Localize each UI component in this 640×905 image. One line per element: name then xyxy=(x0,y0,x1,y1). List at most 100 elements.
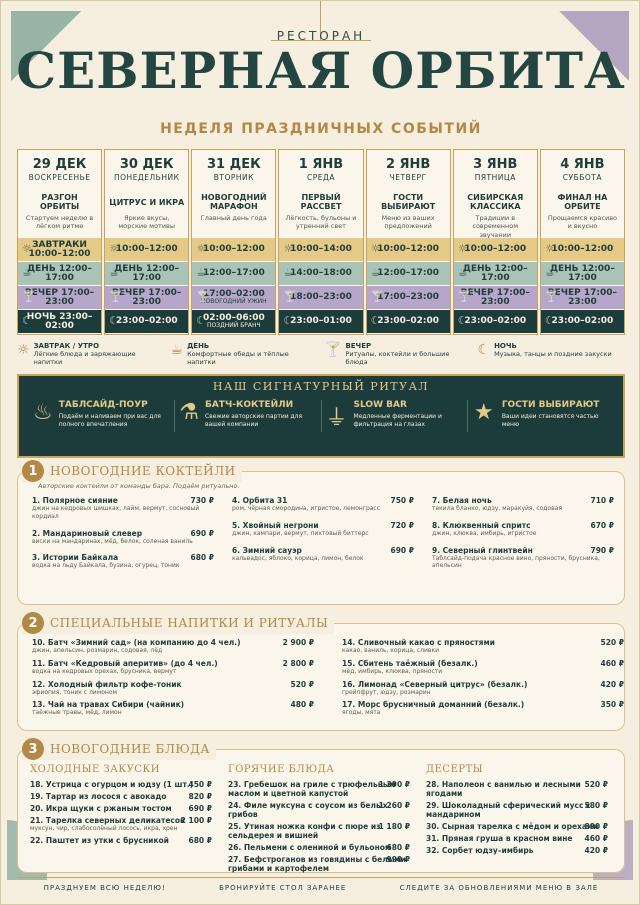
slot-time: 17:00–23:00 xyxy=(377,292,440,302)
menu-item-name: 13. Чай на травах Сибири (чайник) xyxy=(32,700,185,710)
event-week-subtitle: НЕДЕЛЯ ПРАЗДНИЧНЫХ СОБЫТИЙ xyxy=(160,121,482,137)
menu-item-name: 23. Гребешок на гриле с трюфельным масло… xyxy=(228,780,396,798)
menu-item: 13. Чай на травах Сибири (чайник) таёжные… xyxy=(32,700,314,717)
ritual-item-title: БАТЧ-КОКТЕЙЛИ xyxy=(204,400,294,410)
slot-time: ВЕЧЕР 17:00–23:00 xyxy=(112,287,182,307)
menu-item-price: 680 ₽ xyxy=(188,835,213,845)
menu-item-name: 24. Филе муксуна с соусом из белых грибо… xyxy=(228,801,388,819)
time-slot: 🍸 17:00–23:00 xyxy=(366,286,450,309)
menu-item-price: 680 ₽ xyxy=(190,553,215,563)
slot-time: 10:00–12:00 xyxy=(202,244,265,254)
menu-item-name: 26. Пельмени с олениной и бульоном xyxy=(228,843,392,852)
slot-time: 10:00–12:00 xyxy=(115,244,178,254)
menu-column: ГОРЯЧИЕ БЛЮДА 23. Гребешок на гриле с трю… xyxy=(228,764,410,876)
menu-item-price: 990 ₽ xyxy=(386,855,411,864)
slot-time: 02:00–06:00 xyxy=(202,313,265,323)
ritual-items: ♨ ТАБЛСАЙД-ПОУР Подаём и наливаем при вас … xyxy=(29,400,613,432)
day-date: 1 ЯНВ xyxy=(298,157,344,172)
menu-item-price: 520 ₽ xyxy=(584,780,609,789)
section-number: 1 xyxy=(22,460,44,482)
legend-item: ☕ ДЕНЬ Комфортные обеды и тёплые напитки xyxy=(171,342,319,366)
menu-item-name: 22. Паштет из утки с брусникой xyxy=(30,835,169,845)
legend-desc: Комфортные обеды и тёплые напитки xyxy=(187,350,289,366)
section-title: НОВОГОДНИЕ БЛЮДА xyxy=(50,742,210,756)
menu-item-desc: виски на мандаринах, мёд, белок, соленая… xyxy=(32,537,193,545)
menu-item-name: 20. Икра щуки с ржаным тостом xyxy=(30,804,172,813)
menu-item-price: 720 ₽ xyxy=(390,520,415,530)
slot-time: 10:00–12:00 xyxy=(551,244,614,254)
time-slot: 🍸 18:00–23:00 xyxy=(279,286,363,309)
menu-item-price: 2 900 ₽ xyxy=(282,638,314,647)
menu-item-price: 670 ₽ xyxy=(590,520,615,530)
moon-icon: ☾ xyxy=(370,314,381,327)
menu-item: 4. Орбита 31 ром, чёрная смородина, игрис… xyxy=(232,496,414,513)
menu-item: 27. Бефстроганов из говядины с белыми гр… xyxy=(228,855,410,873)
legend-item: ☼ ЗАВТРАК / УТРО Лёгкие блюда и заряжающие… xyxy=(17,342,165,366)
teapot-icon: ☕ xyxy=(457,266,468,279)
menu-item: 29. Шоколадный сферический мусс с мандар… xyxy=(426,801,608,819)
cocktail-icon: 🍸 xyxy=(370,290,385,303)
menu-item-desc: муксун, чир, слабосолёный лосось, икра, … xyxy=(30,825,178,832)
menu-item-name: 32. Сорбет юдзу–имбирь xyxy=(426,846,534,855)
day-column: 31 ДЕК ВТОРНИК НОВОГОДНИЙ МАРАФОН Главный д… xyxy=(191,149,277,335)
menu-item: 25. Утиная ножка конфи с пюре из сельдер… xyxy=(228,822,410,840)
time-slot: ☼ 10:00–12:00 xyxy=(540,238,624,261)
time-slot: 🍸 ВЕЧЕР 17:00–23:00 xyxy=(18,286,102,309)
menu-item-name: 21. Тарелка северных деликатесов xyxy=(30,816,185,825)
bottles-icon: ⚗ xyxy=(179,400,199,425)
menu-item: 12. Холодный фильтр кофе-тоник эфиопия, т… xyxy=(32,680,314,697)
ritual-item-title: ТАБЛСАЙД-ПОУР xyxy=(58,400,148,410)
teapot-icon: ☕ xyxy=(109,266,120,279)
menu-item-price: 350 ₽ xyxy=(600,700,625,710)
menu-item-name: 12. Холодный фильтр кофе-тоник xyxy=(32,679,182,689)
moon-icon: ☾ xyxy=(544,314,555,327)
menu-item-name: 30. Сырная тарелка с мёдом и орехами xyxy=(426,822,599,831)
slot-time: 18:00–23:00 xyxy=(290,292,352,302)
day-theme: НОВОГОДНИЙ МАРАФОН xyxy=(201,193,267,211)
day-description: Яркие вкусы, морские мотивы xyxy=(118,214,176,231)
menu-item-price: 520 ₽ xyxy=(290,679,315,689)
slot-time: 23:00–01:00 xyxy=(290,316,352,326)
section-header: 3 НОВОГОДНИЕ БЛЮДА xyxy=(22,738,216,760)
ritual-title: НАШ СИГНАТУРНЫЙ РИТУАЛ xyxy=(212,380,430,393)
subsection-title: ДЕСЕРТЫ xyxy=(426,764,484,775)
day-description: Прощаемся красиво и вкусно xyxy=(547,214,618,231)
menu-item-desc: джин, апельсин, розмарин, содовая, лёд xyxy=(32,647,163,654)
restaurant-title: СЕВЕРНАЯ ОРБИТА xyxy=(16,41,626,100)
day-theme: ПЕРВЫЙ РАССВЕТ xyxy=(300,193,342,211)
ritual-item-title: ГОСТИ ВЫБИРАЮТ xyxy=(501,400,600,410)
slot-time: 17:00–02:00 xyxy=(202,289,265,299)
dripper-icon: ⏚ xyxy=(325,406,348,431)
menu-item-name: 27. Бефстроганов из говядины с белыми гр… xyxy=(228,855,406,873)
menu-item: 22. Паштет из утки с брусникой 680 ₽ xyxy=(30,836,212,845)
sun-icon: ☼ xyxy=(17,342,30,358)
time-slot: ☕ 12:00–17:00 xyxy=(192,262,276,285)
day-weekday: СУББОТА xyxy=(562,173,603,182)
menu-item-price: 2 100 ₽ xyxy=(180,816,212,825)
moon-icon: ☾ xyxy=(22,314,32,327)
time-slot: 🍸 ВЕЧЕР 17:00–23:00 xyxy=(453,286,537,309)
sun-icon: ☼ xyxy=(109,242,120,255)
time-slot: 🍸 ВЕЧЕР 17:00–23:00 xyxy=(105,286,189,309)
cocktail-icon: 🍸 xyxy=(324,342,342,358)
day-date: 31 ДЕК xyxy=(207,157,261,172)
menu-item-price: 680 ₽ xyxy=(386,843,411,852)
menu-item-name: 3. Истории Байкала xyxy=(32,553,119,563)
moon-icon: ☾ xyxy=(109,314,120,327)
time-slot: ☼ 10:00–12:00 xyxy=(192,238,276,261)
legend-item: ☾ НОЧЬ Музыка, танцы и поздние закуски xyxy=(478,342,626,366)
time-slot: 🍸 ВЕЧЕР 17:00–23:00 xyxy=(540,286,624,309)
sunburst-ornament xyxy=(271,1,371,41)
menu-item-desc: ягоды, мята xyxy=(342,709,381,717)
cocktail-icon: 🍸 xyxy=(109,290,123,303)
day-weekday: СРЕДА xyxy=(306,173,335,182)
ritual-item-desc: Ваши идеи становятся частью меню xyxy=(501,413,599,429)
menu-item: 21. Тарелка северных деликатесов муксун, … xyxy=(30,816,212,833)
day-theme: ЦИТРУС И ИКРА xyxy=(109,197,185,207)
time-slot: ☕ ДЕНЬ 12:00–17:00 xyxy=(540,262,624,285)
menu-item: 7. Белая ночь текила бланко, юдзу, мараку… xyxy=(432,496,614,513)
day-description: Главный день года xyxy=(200,214,267,222)
menu-item-price: 750 ₽ xyxy=(390,496,415,505)
day-theme: РАЗГОН ОРБИТЫ xyxy=(39,193,80,211)
